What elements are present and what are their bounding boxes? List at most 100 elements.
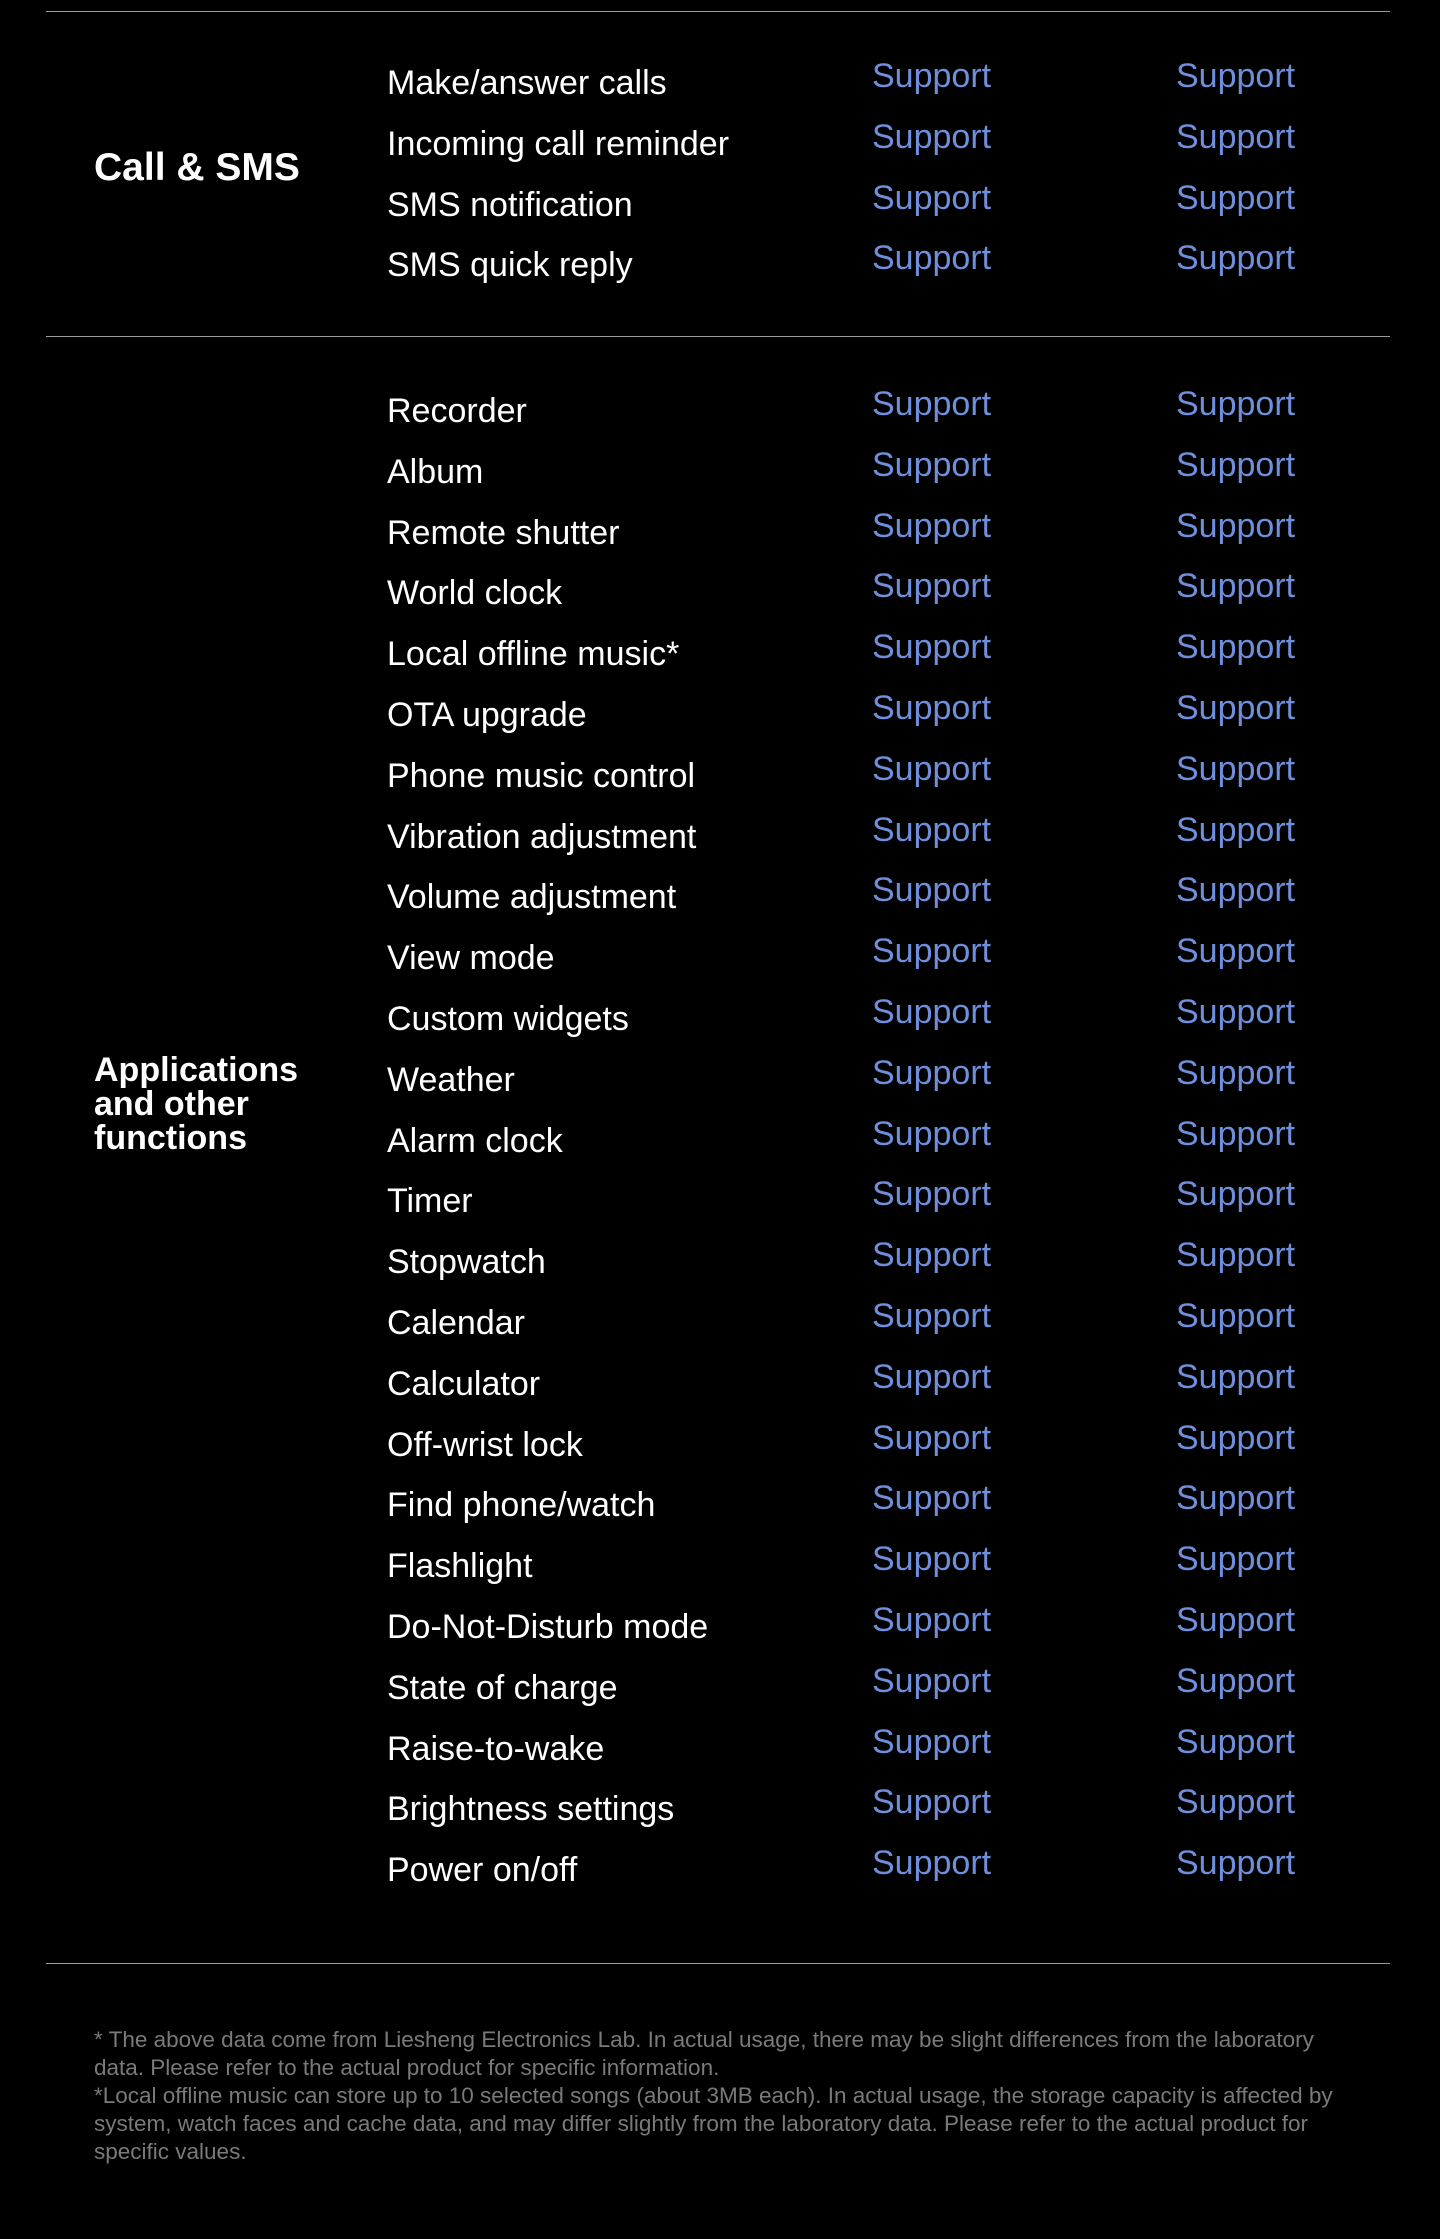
table-row: OTA upgrade Support Support — [0, 689, 1440, 756]
table-row: View mode Support Support — [0, 932, 1440, 999]
table-row: Alarm clock Support Support — [0, 1115, 1440, 1182]
table-row: Weather Support Support — [0, 1054, 1440, 1121]
support-value-col1: Support — [872, 689, 992, 727]
support-value-col2: Support — [1176, 628, 1296, 667]
table-row: SMS notification Support Support — [0, 179, 1440, 246]
support-value-col1: Support — [872, 1418, 992, 1457]
table-row: SMS quick reply Support Support — [0, 239, 1440, 306]
support-value-col1: Support — [872, 1540, 992, 1579]
table-row: World clock Support Support — [0, 567, 1440, 634]
table-row: Make/answer calls Support Support — [0, 57, 1440, 124]
feature-label: Calendar — [387, 1304, 525, 1342]
support-value-col2: Support — [1176, 1175, 1296, 1214]
feature-label: Off-wrist lock — [387, 1425, 583, 1464]
support-value-col1: Support — [872, 567, 992, 606]
support-value-col1: Support — [872, 932, 992, 971]
table-row: Calendar Support Support — [0, 1297, 1440, 1364]
feature-label: Raise-to-wake — [387, 1729, 605, 1768]
support-value-col1: Support — [872, 993, 992, 1031]
feature-label: Make/answer calls — [387, 64, 667, 102]
feature-label: SMS notification — [387, 185, 633, 224]
category-applications: Applications and other functions — [94, 1051, 299, 1157]
table-row: Incoming call reminder Support Support — [0, 118, 1440, 185]
feature-label: Brightness settings — [387, 1790, 675, 1829]
feature-label: Album — [387, 452, 484, 491]
support-value-col1: Support — [872, 1357, 992, 1396]
table-row: Calculator Support Support — [0, 1358, 1440, 1425]
footnotes: * The above data come from Liesheng Elec… — [94, 2026, 1364, 2166]
table-row: Phone music control Support Support — [0, 750, 1440, 817]
support-value-col1: Support — [872, 628, 992, 667]
support-value-col1: Support — [872, 506, 992, 545]
divider-section — [46, 336, 1390, 337]
feature-label: Remote shutter — [387, 513, 620, 552]
support-value-col2: Support — [1176, 871, 1296, 910]
support-value-col1: Support — [872, 385, 992, 423]
table-row: Custom widgets Support Support — [0, 993, 1440, 1060]
support-value-col2: Support — [1176, 1418, 1296, 1457]
feature-label: Power on/off — [387, 1851, 578, 1890]
feature-label: Calculator — [387, 1364, 541, 1403]
table-row: Timer Support Support — [0, 1175, 1440, 1242]
support-value-col2: Support — [1176, 993, 1296, 1031]
divider-bottom — [46, 1963, 1390, 1964]
feature-label: OTA upgrade — [387, 696, 587, 734]
support-value-col1: Support — [872, 239, 992, 278]
support-value-col1: Support — [872, 1661, 992, 1700]
feature-label: Recorder — [387, 392, 527, 430]
support-value-col2: Support — [1176, 749, 1296, 788]
table-row: Recorder Support Support — [0, 385, 1440, 452]
support-value-col2: Support — [1176, 178, 1296, 217]
feature-label: World clock — [387, 574, 563, 613]
support-value-col1: Support — [872, 1844, 992, 1883]
feature-label: State of charge — [387, 1668, 618, 1707]
support-value-col1: Support — [872, 1479, 992, 1518]
support-value-col1: Support — [872, 1053, 992, 1092]
support-value-col2: Support — [1176, 1783, 1296, 1822]
feature-label: Volume adjustment — [387, 878, 677, 917]
support-value-col2: Support — [1176, 445, 1296, 484]
table-row: Flashlight Support Support — [0, 1540, 1440, 1607]
support-value-col1: Support — [872, 57, 992, 95]
support-value-col2: Support — [1176, 1722, 1296, 1761]
table-row: Off-wrist lock Support Support — [0, 1419, 1440, 1486]
feature-label: View mode — [387, 939, 555, 978]
support-value-col1: Support — [872, 1601, 992, 1639]
support-value-col1: Support — [872, 871, 992, 910]
support-value-col1: Support — [872, 810, 992, 849]
support-value-col2: Support — [1176, 1053, 1296, 1092]
footnote-lab-data: * The above data come from Liesheng Elec… — [94, 2027, 1314, 2080]
table-row: Find phone/watch Support Support — [0, 1479, 1440, 1546]
feature-label: Weather — [387, 1060, 515, 1099]
support-value-col1: Support — [872, 1114, 992, 1153]
support-value-col1: Support — [872, 117, 992, 156]
support-value-col2: Support — [1176, 1236, 1296, 1275]
table-row: Do-Not-Disturb mode Support Support — [0, 1601, 1440, 1668]
table-row: Local offline music* Support Support — [0, 628, 1440, 695]
support-value-col2: Support — [1176, 1601, 1296, 1639]
support-value-col1: Support — [872, 1783, 992, 1822]
support-value-col2: Support — [1176, 810, 1296, 849]
feature-label: Flashlight — [387, 1547, 533, 1586]
support-value-col2: Support — [1176, 567, 1296, 606]
support-value-col1: Support — [872, 749, 992, 788]
feature-label: Phone music control — [387, 756, 696, 795]
support-value-col2: Support — [1176, 1357, 1296, 1396]
table-row: Remote shutter Support Support — [0, 507, 1440, 574]
support-value-col2: Support — [1176, 1479, 1296, 1518]
footnote-offline-music: *Local offline music can store up to 10 … — [94, 2083, 1333, 2164]
support-value-col1: Support — [872, 1722, 992, 1761]
feature-label: Timer — [387, 1182, 473, 1221]
feature-label: Vibration adjustment — [387, 817, 697, 856]
table-row: Volume adjustment Support Support — [0, 871, 1440, 938]
support-value-col2: Support — [1176, 117, 1296, 156]
support-value-col2: Support — [1176, 1661, 1296, 1700]
feature-label: Incoming call reminder — [387, 124, 730, 163]
table-row: Vibration adjustment Support Support — [0, 811, 1440, 878]
support-value-col2: Support — [1176, 506, 1296, 545]
feature-label: Local offline music* — [387, 635, 680, 674]
support-value-col2: Support — [1176, 1844, 1296, 1883]
table-row: Brightness settings Support Support — [0, 1783, 1440, 1850]
feature-label: Do-Not-Disturb mode — [387, 1608, 709, 1646]
table-row: Power on/off Support Support — [0, 1844, 1440, 1911]
